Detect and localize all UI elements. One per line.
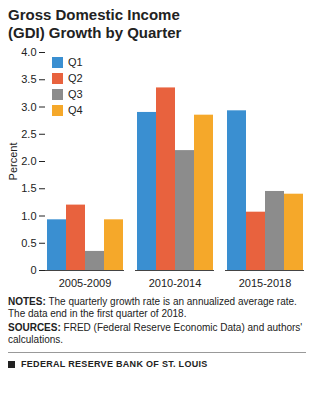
html-text:Q2: Q2 — [68, 72, 83, 84]
html-text:Q4: Q4 — [68, 104, 83, 116]
svg-text:4.0: 4.0 — [21, 46, 36, 58]
html-text:Q3: Q3 — [68, 88, 83, 100]
html-text:Q1: Q1 — [68, 56, 83, 68]
html-text:SOURCES: FRED (Federal Reserve: SOURCES: FRED (Federal Reserve Economic … — [8, 322, 303, 345]
svg-text:0.5: 0.5 — [21, 237, 36, 249]
svg-text:2005-2009: 2005-2009 — [59, 277, 112, 289]
svg-text:2010-2014: 2010-2014 — [149, 277, 202, 289]
html-text:Gross Domestic Income (GDI) Gr: Gross Domestic Income (GDI) Growth by Qu… — [8, 6, 182, 41]
svg-text:2.0: 2.0 — [21, 155, 36, 167]
svg-text:3.5: 3.5 — [21, 73, 36, 85]
svg-text:0: 0 — [30, 264, 36, 276]
html-text:NOTES: The quarterly growth ra: NOTES: The quarterly growth rate is an a… — [8, 296, 297, 319]
svg-text:3.0: 3.0 — [21, 101, 36, 113]
html-text:FEDERAL RESERVE BANK OF ST. LO: FEDERAL RESERVE BANK OF ST. LOUIS — [21, 359, 208, 369]
svg-text:Percent: Percent — [7, 143, 19, 181]
svg-text:1.0: 1.0 — [21, 210, 36, 222]
svg-text:2015-2018: 2015-2018 — [239, 277, 292, 289]
svg-text:2.5: 2.5 — [21, 128, 36, 140]
svg-text:1.5: 1.5 — [21, 182, 36, 194]
